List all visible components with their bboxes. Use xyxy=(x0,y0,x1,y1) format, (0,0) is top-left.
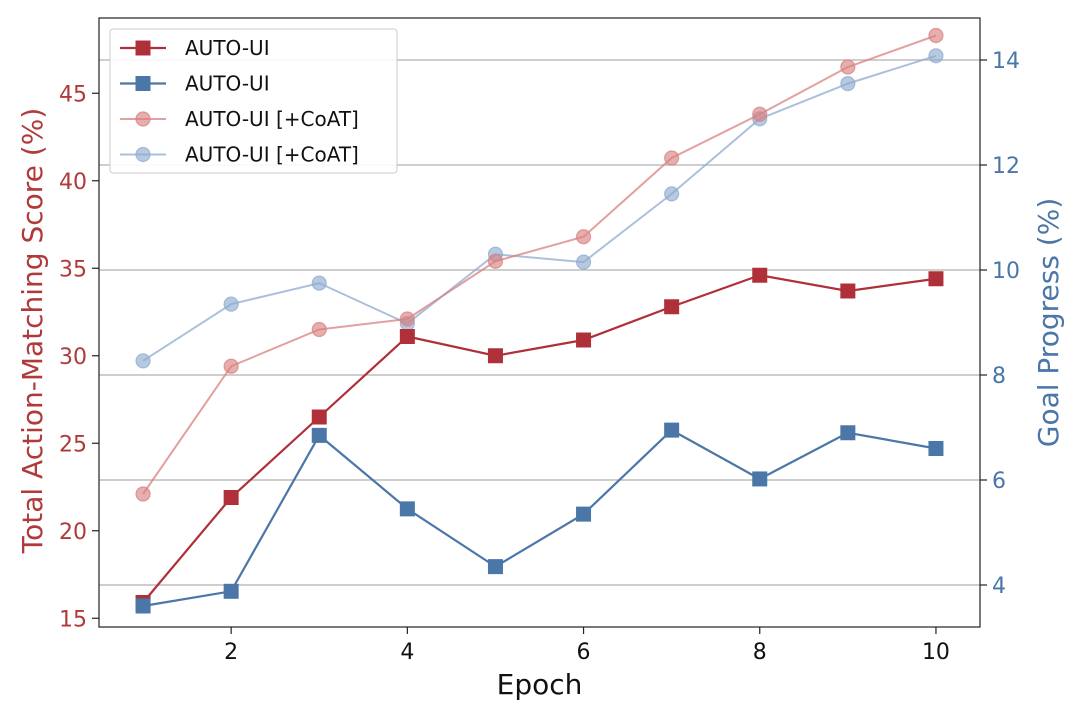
legend-marker xyxy=(135,111,151,127)
ticks-layer: 2 4 6 8 10 15 20 25 30 35 40 45 4 6 8 10 12 14 xyxy=(59,49,1020,665)
legend-label: AUTO-UI [+CoAT] xyxy=(185,107,359,131)
legend-entry: AUTO-UI [+CoAT] xyxy=(120,107,359,131)
right-y-tick-label: 6 xyxy=(992,469,1006,494)
data-point xyxy=(311,275,327,291)
right-y-tick-label: 10 xyxy=(992,259,1020,284)
right-y-tick-label: 14 xyxy=(992,49,1020,74)
data-point xyxy=(311,409,327,425)
legend-box xyxy=(109,28,398,174)
series-1 xyxy=(135,267,944,610)
data-point xyxy=(840,59,856,75)
data-point xyxy=(575,254,592,270)
data-point xyxy=(399,329,415,344)
legend-marker xyxy=(135,40,151,56)
data-point xyxy=(752,471,768,487)
data-point xyxy=(928,271,944,287)
left-y-tick-label: 40 xyxy=(59,170,87,195)
data-point xyxy=(576,332,592,348)
series-line xyxy=(142,428,937,608)
legend-label: AUTO-UI xyxy=(185,72,270,96)
data-point xyxy=(311,321,327,338)
data-point xyxy=(664,422,680,438)
data-point xyxy=(487,348,503,364)
legend-marker xyxy=(135,76,151,91)
x-axis-title: Epoch xyxy=(497,668,583,701)
data-point xyxy=(223,583,239,599)
legend: AUTO-UI AUTO-UI AUTO-UI [+CoAT] AUTO-UI [+C… xyxy=(109,28,398,174)
data-point xyxy=(840,76,856,92)
data-point xyxy=(664,150,680,166)
data-point xyxy=(223,296,239,312)
data-point xyxy=(840,425,856,441)
data-point xyxy=(576,506,592,522)
series-line xyxy=(142,34,937,495)
legend-entry: AUTO-UI [+CoAT] xyxy=(120,143,359,167)
data-point xyxy=(928,48,944,64)
legend-entry: AUTO-UI xyxy=(120,72,270,96)
data-point xyxy=(135,353,151,369)
data-point xyxy=(223,490,239,505)
series-3 xyxy=(135,27,944,502)
right-y-tick-label: 12 xyxy=(992,154,1020,179)
left-y-tick-label: 15 xyxy=(59,607,87,632)
data-point xyxy=(311,427,327,443)
data-point xyxy=(399,311,415,327)
right-y-tick-label: 8 xyxy=(992,364,1006,389)
data-point xyxy=(840,283,856,299)
legend-marker xyxy=(135,146,151,163)
legend-entry: AUTO-UI xyxy=(120,36,270,60)
x-tick-label: 2 xyxy=(224,640,238,665)
left-y-tick-label: 35 xyxy=(59,257,87,282)
left-y-tick-label: 30 xyxy=(59,345,87,370)
left-y-tick-label: 25 xyxy=(59,432,87,457)
data-point xyxy=(575,229,592,245)
x-tick-label: 10 xyxy=(922,640,950,665)
legend-label: AUTO-UI [+CoAT] xyxy=(185,143,359,167)
data-point xyxy=(487,559,503,575)
data-point xyxy=(928,441,944,456)
x-tick-label: 6 xyxy=(577,640,591,665)
data-point xyxy=(928,27,944,44)
left-y-axis-title: Total Action-Matching Score (%) xyxy=(16,108,49,555)
data-point xyxy=(135,598,151,614)
series-layer xyxy=(135,27,944,614)
data-point xyxy=(399,501,415,517)
legend-label: AUTO-UI xyxy=(185,36,270,60)
right-y-tick-label: 4 xyxy=(992,574,1006,599)
plot-frame xyxy=(98,17,981,628)
data-point xyxy=(752,106,768,122)
left-y-tick-label: 45 xyxy=(59,82,87,107)
data-point xyxy=(664,186,680,202)
data-point xyxy=(752,267,768,283)
x-tick-label: 8 xyxy=(753,640,767,665)
left-y-tick-label: 20 xyxy=(59,520,87,545)
data-point xyxy=(135,486,151,502)
series-line xyxy=(142,274,937,604)
data-point xyxy=(664,299,680,315)
data-point xyxy=(223,358,239,374)
series-line xyxy=(142,54,937,362)
series-2 xyxy=(135,422,944,614)
x-tick-label: 4 xyxy=(400,640,414,665)
right-y-axis-title: Goal Progress (%) xyxy=(1032,198,1065,448)
data-point xyxy=(487,253,504,269)
